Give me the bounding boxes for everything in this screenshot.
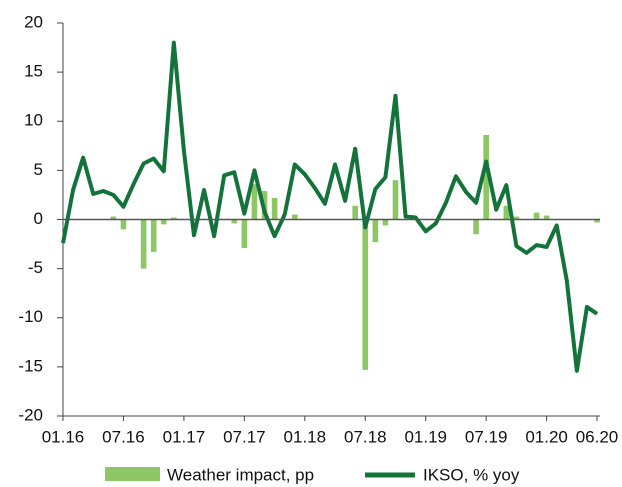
x-tick-label: 06.20 <box>576 427 619 446</box>
x-tick-label: 07.18 <box>344 427 387 446</box>
bar <box>543 215 550 220</box>
bar <box>140 219 147 269</box>
bar <box>372 219 379 243</box>
y-tick-label: -5 <box>28 258 43 277</box>
bar <box>160 219 167 225</box>
bar <box>241 219 248 248</box>
bar <box>120 219 127 230</box>
line <box>61 40 599 373</box>
y-tick-label: 5 <box>34 160 43 179</box>
y-tick-label: 10 <box>24 111 43 130</box>
bar <box>110 216 117 220</box>
bar <box>291 214 298 220</box>
legend-swatch <box>105 467 160 481</box>
bar <box>362 219 369 370</box>
x-tick-label: 01.16 <box>42 427 85 446</box>
bar <box>171 217 177 220</box>
y-tick-label: 20 <box>24 12 43 31</box>
x-tick-label: 01.20 <box>525 427 568 446</box>
legend-label: Weather impact, pp <box>167 465 314 484</box>
bar <box>231 219 238 224</box>
x-tick-label: 07.19 <box>465 427 508 446</box>
bar <box>271 197 278 220</box>
y-tick-label: -10 <box>18 307 43 326</box>
bar <box>150 219 157 252</box>
x-tick-label: 01.19 <box>404 427 447 446</box>
y-tick-label: 15 <box>24 62 43 81</box>
x-tick-label: 07.16 <box>102 427 145 446</box>
bar <box>473 219 479 235</box>
x-tick-label: 01.17 <box>163 427 206 446</box>
bar <box>382 219 389 226</box>
bar <box>513 216 520 220</box>
bar <box>352 205 358 220</box>
x-tick-label: 01.18 <box>284 427 327 446</box>
x-tick-label: 07.17 <box>223 427 266 446</box>
bar <box>533 212 540 220</box>
bar <box>503 205 510 220</box>
bar <box>251 184 258 220</box>
bar <box>594 219 600 223</box>
y-tick-label: -20 <box>18 405 43 424</box>
y-tick-label: -15 <box>18 356 43 375</box>
bar <box>392 180 399 220</box>
legend-label: IKSO, % yoy <box>423 465 520 484</box>
bar <box>483 135 489 220</box>
y-tick-label: 0 <box>34 209 43 228</box>
